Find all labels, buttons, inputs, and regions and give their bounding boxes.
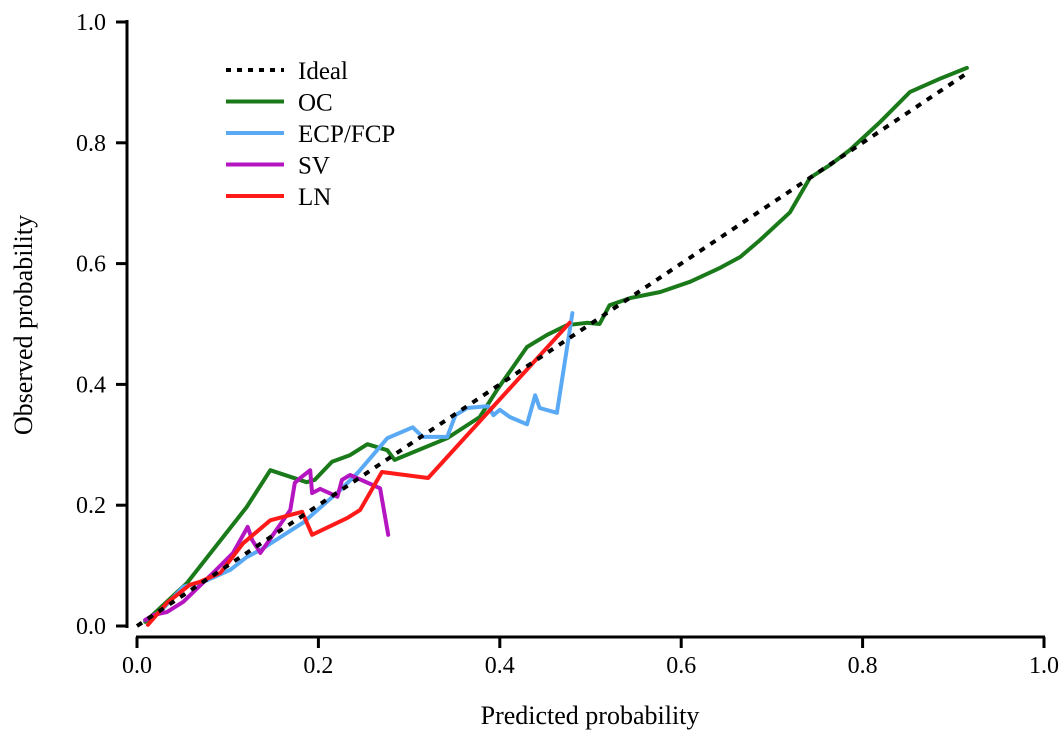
legend-item-ecp-fcp: ECP/FCP [226, 121, 395, 148]
x-tick-label: 0.2 [303, 653, 333, 679]
legend-label: SV [298, 153, 330, 180]
series-line-ideal [135, 71, 969, 628]
x-ticks: 0.0 0.2 0.4 0.6 0.8 1.0 [122, 637, 1059, 679]
y-tick-label: 1.0 [76, 10, 106, 36]
x-tick-label: 1.0 [1029, 653, 1059, 679]
legend-item-oc: OC [226, 90, 333, 117]
legend-label: OC [298, 90, 333, 117]
x-axis-label: Predicted probability [481, 701, 700, 730]
legend-item-sv: SV [226, 153, 330, 180]
y-tick-label: 0.6 [76, 252, 106, 278]
x-tick-label: 0.8 [848, 653, 878, 679]
legend-item-ideal: Ideal [226, 58, 348, 85]
legend-label: LN [298, 184, 331, 211]
series-line-sv [143, 468, 391, 622]
y-axis-label: Observed probability [9, 215, 38, 435]
y-tick-label: 0.8 [76, 131, 106, 157]
plot-area [135, 65, 969, 628]
legend: Ideal OC ECP/FCP SV LN [226, 58, 395, 211]
x-tick-label: 0.0 [122, 653, 152, 679]
legend-item-ln: LN [226, 184, 331, 211]
legend-label: ECP/FCP [298, 121, 395, 148]
y-ticks: 0.0 0.2 0.4 0.6 0.8 1.0 [76, 10, 127, 640]
y-tick-label: 0.4 [76, 372, 106, 398]
series-line-ln [145, 320, 572, 627]
x-tick-label: 0.6 [666, 653, 696, 679]
y-tick-label: 0.2 [76, 493, 106, 519]
x-tick-label: 0.4 [485, 653, 515, 679]
legend-label: Ideal [298, 58, 348, 85]
y-tick-label: 0.0 [76, 614, 106, 640]
